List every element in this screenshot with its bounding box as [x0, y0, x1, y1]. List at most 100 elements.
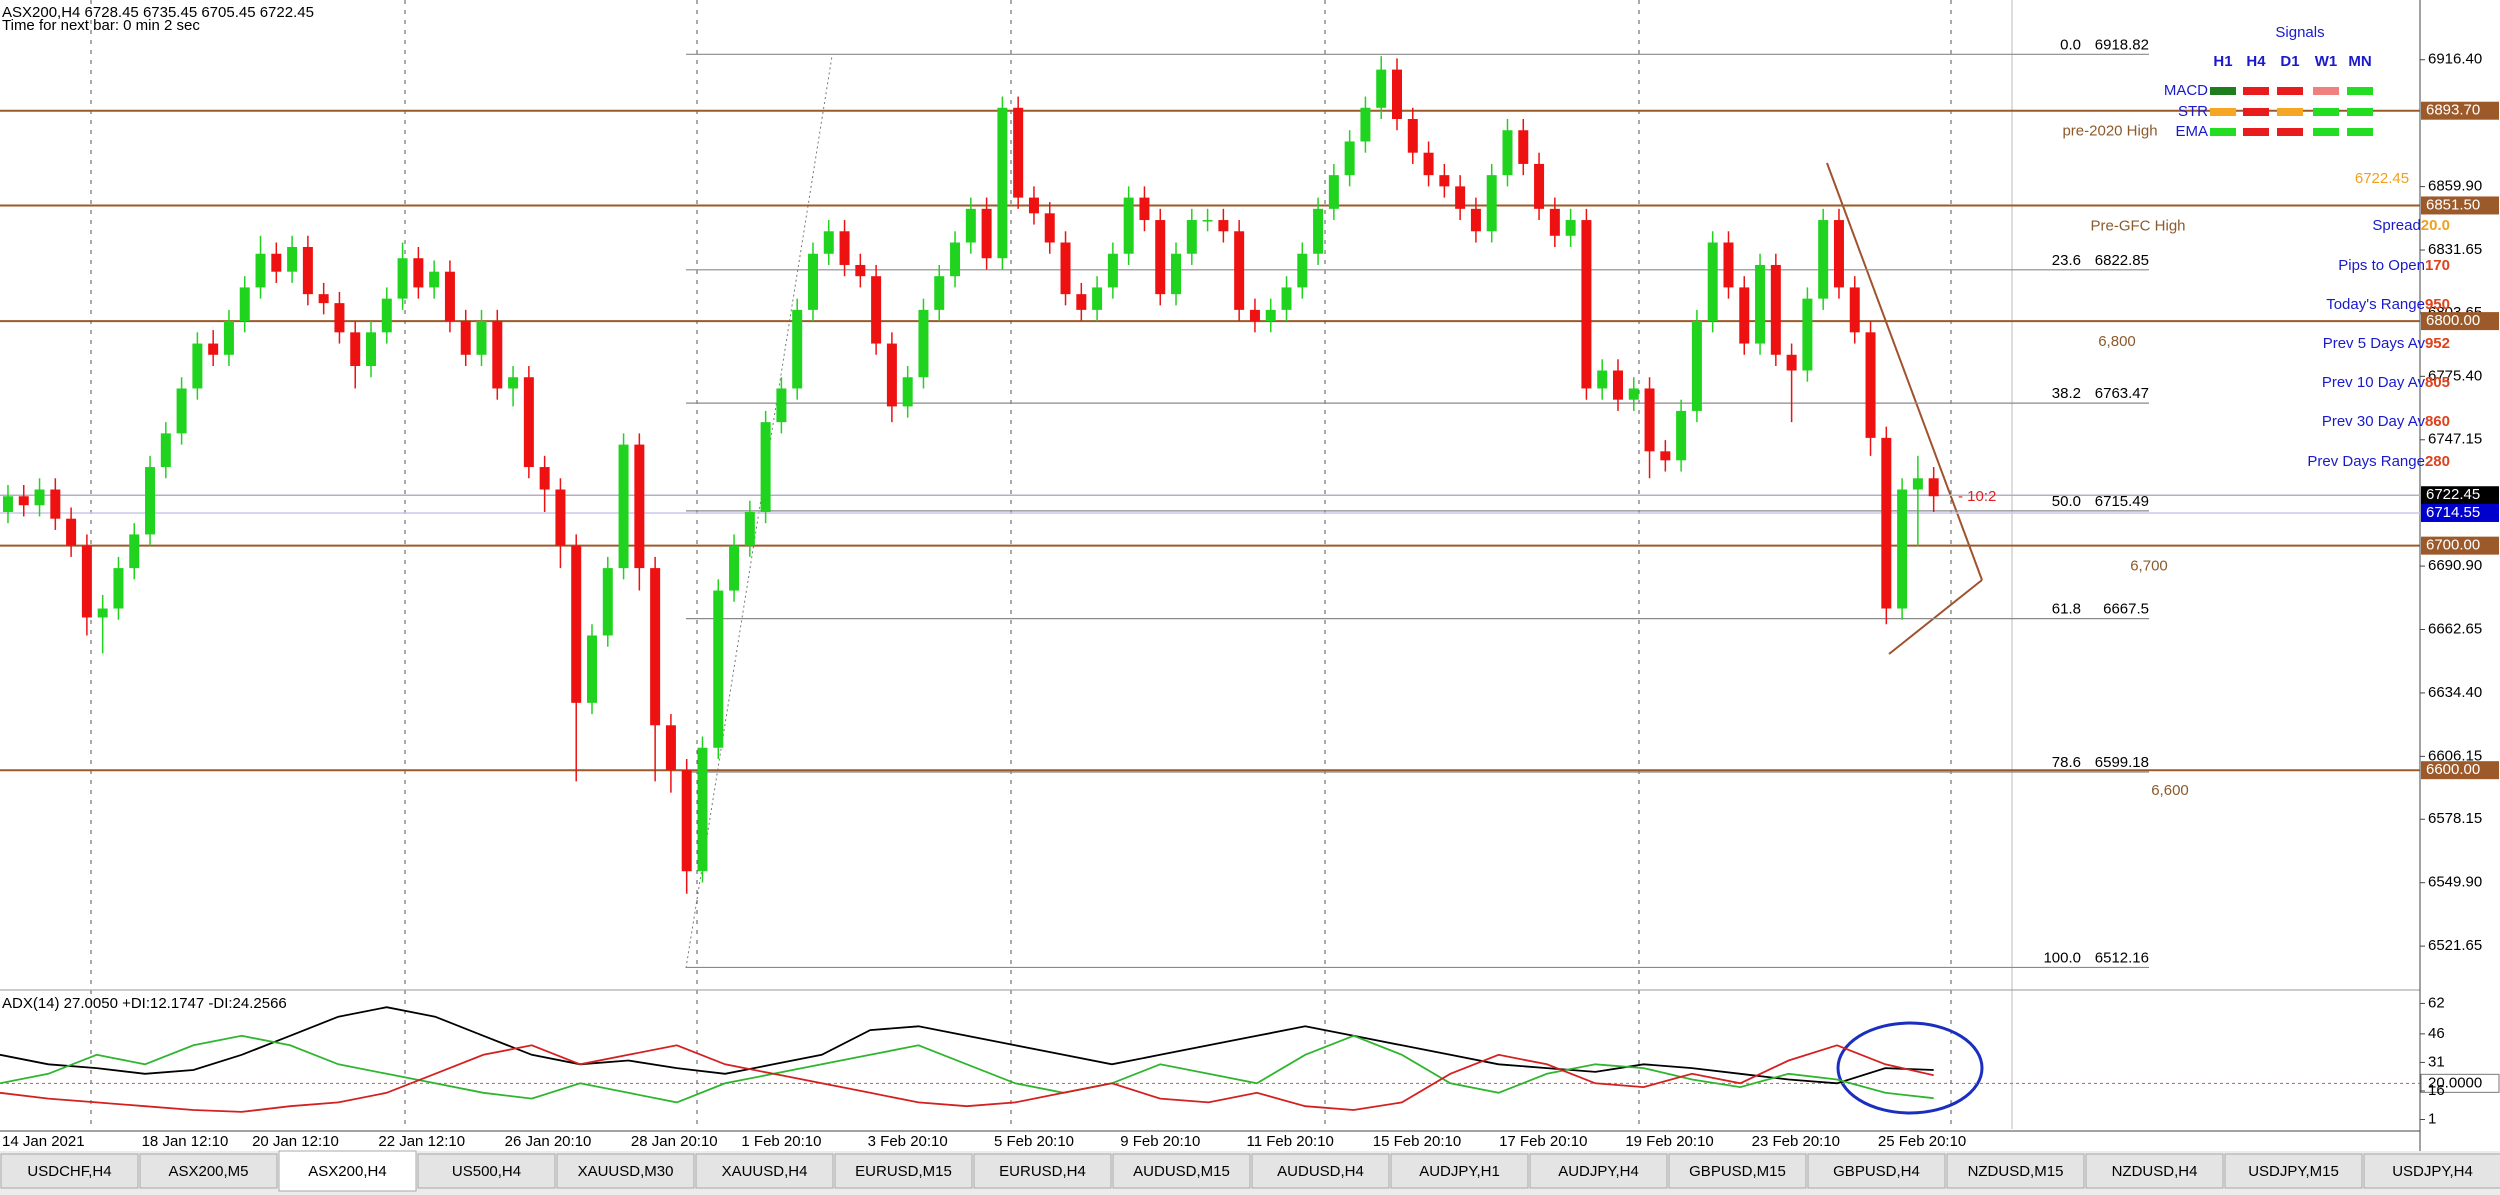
tab-label[interactable]: XAUUSD,H4: [722, 1163, 808, 1180]
y-tick-label: 6578.15: [2428, 810, 2482, 827]
candle-body: [1455, 186, 1466, 209]
info-value: 20.0: [2421, 217, 2450, 234]
tab-label[interactable]: EURUSD,M15: [855, 1163, 952, 1180]
level-name: pre-2020 High: [2062, 123, 2157, 140]
info-row: Prev 30 Day Av860: [2322, 413, 2450, 430]
level-price-box: [2421, 312, 2499, 331]
tab[interactable]: [1529, 1153, 1668, 1189]
tab[interactable]: [695, 1153, 834, 1189]
tab[interactable]: [834, 1153, 973, 1189]
info-value: 280: [2425, 453, 2450, 470]
candle-body: [1534, 163, 1545, 209]
tab-label[interactable]: USDCHF,H4: [27, 1163, 111, 1180]
tab-label[interactable]: ASX200,H4: [308, 1163, 386, 1180]
tab[interactable]: [556, 1153, 695, 1189]
tab-label[interactable]: USDJPY,M15: [2248, 1163, 2339, 1180]
candle-body: [1739, 287, 1750, 344]
candle-body: [1518, 130, 1529, 164]
fib-price-label: 6715.49: [2095, 493, 2149, 510]
y-tick-label: 6859.90: [2428, 178, 2482, 195]
tab-label[interactable]: ASX200,M5: [168, 1163, 248, 1180]
candle-body: [1897, 489, 1908, 609]
candle-body: [97, 608, 108, 618]
tab[interactable]: [139, 1153, 278, 1189]
tab[interactable]: [1112, 1153, 1251, 1189]
tab[interactable]: [1668, 1153, 1807, 1189]
candle-body: [366, 332, 377, 367]
y-tick-label: 20.0000: [2428, 1074, 2482, 1091]
candle-body: [697, 747, 708, 872]
candle-body: [318, 294, 329, 304]
tab[interactable]: [0, 1153, 139, 1189]
tab-label[interactable]: AUDUSD,M15: [1133, 1163, 1230, 1180]
fib-price-label: 6763.47: [2095, 385, 2149, 402]
candle-body: [1439, 175, 1450, 187]
candle-body: [334, 303, 345, 333]
info-row: Spread20.0: [2372, 217, 2450, 234]
candle-body: [129, 534, 140, 569]
info-label: Spread: [2372, 217, 2420, 234]
tab[interactable]: [2085, 1153, 2224, 1189]
tab-label[interactable]: AUDJPY,H4: [1558, 1163, 1639, 1180]
y-tick-label: 6747.15: [2428, 431, 2482, 448]
candle-body: [839, 231, 850, 265]
signal-indicator: [2277, 87, 2303, 95]
candle-body: [634, 444, 645, 569]
candle-body: [1139, 197, 1150, 221]
info-value: 860: [2425, 413, 2450, 430]
fib-swing-line: [685, 55, 833, 969]
x-tick-label: 28 Jan 20:10: [631, 1133, 718, 1150]
tab-label[interactable]: GBPUSD,H4: [1833, 1163, 1920, 1180]
info-row: Pips to Open170: [2338, 257, 2450, 274]
tab-label[interactable]: XAUUSD,M30: [578, 1163, 674, 1180]
tab[interactable]: [1251, 1153, 1390, 1189]
header-timer: Time for next bar: 0 min 2 sec: [2, 17, 200, 34]
signals-column: H4: [2246, 53, 2266, 70]
candle-body: [460, 321, 471, 355]
candle-body: [1155, 220, 1166, 295]
signals-column: D1: [2280, 53, 2299, 70]
level-price-box: [2421, 761, 2499, 780]
candle-body: [681, 770, 692, 872]
info-row: Prev 10 Day Av805: [2322, 374, 2450, 391]
candle-body: [1644, 388, 1655, 452]
info-label: Prev 10 Day Av: [2322, 374, 2426, 391]
tab[interactable]: [1807, 1153, 1946, 1189]
candle-body: [823, 231, 834, 254]
candle-body: [650, 568, 661, 726]
y-tick-box: [2420, 1073, 2500, 1093]
tab-label[interactable]: US500,H4: [452, 1163, 521, 1180]
y-tick-label: 6549.90: [2428, 874, 2482, 891]
candle-body: [1376, 69, 1387, 108]
tab[interactable]: [1390, 1153, 1529, 1189]
tab-label[interactable]: GBPUSD,M15: [1689, 1163, 1786, 1180]
level-price-box: [2421, 101, 2499, 120]
candle-body: [1092, 287, 1103, 310]
tab-label[interactable]: AUDJPY,H1: [1419, 1163, 1500, 1180]
tab[interactable]: [1946, 1153, 2085, 1189]
highlight-ellipse: [1836, 1021, 1984, 1115]
fib-level-label: 38.2: [2052, 385, 2081, 402]
candle-body: [1423, 152, 1434, 176]
tab-label[interactable]: EURUSD,H4: [999, 1163, 1086, 1180]
candle-body: [1628, 388, 1639, 400]
candle-body: [1676, 410, 1687, 461]
tab-label[interactable]: NZDUSD,H4: [2112, 1163, 2198, 1180]
candle-body: [1833, 220, 1844, 288]
tab[interactable]: [417, 1153, 556, 1189]
tab[interactable]: [278, 1150, 417, 1192]
candle-body: [807, 253, 818, 310]
tab[interactable]: [2224, 1153, 2363, 1189]
candle-body: [792, 309, 803, 389]
candle-body: [1060, 242, 1071, 295]
tab-label[interactable]: USDJPY,H4: [2392, 1163, 2473, 1180]
candle-body: [113, 568, 124, 609]
tab-label[interactable]: AUDUSD,H4: [1277, 1163, 1364, 1180]
x-tick-label: 1 Feb 20:10: [741, 1133, 821, 1150]
tab[interactable]: [973, 1153, 1112, 1189]
tab-label[interactable]: NZDUSD,M15: [1968, 1163, 2064, 1180]
candle-body: [1691, 321, 1702, 411]
candle-body: [50, 489, 61, 519]
candle-body: [1565, 220, 1576, 236]
tab[interactable]: [2363, 1153, 2500, 1189]
